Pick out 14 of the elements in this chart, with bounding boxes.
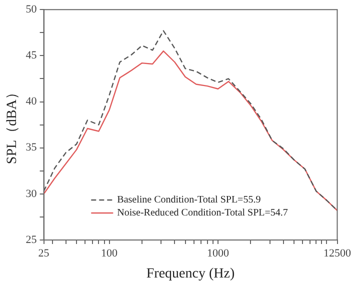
y-tick-label: 45 xyxy=(26,50,38,62)
y-axis-title: SPL（dBA） xyxy=(5,86,20,164)
y-tick-label: 35 xyxy=(26,142,38,154)
x-tick-label: 1000 xyxy=(206,247,230,260)
legend-label: Noise-Reduced Condition-Total SPL=54.7 xyxy=(117,208,288,219)
x-tick-label: 25 xyxy=(38,247,50,260)
x-axis-title: Frequency (Hz) xyxy=(146,266,235,282)
y-tick-label: 40 xyxy=(26,96,38,108)
y-tick-label: 50 xyxy=(26,3,38,16)
y-tick-label: 30 xyxy=(26,188,38,200)
y-tick-label: 25 xyxy=(26,234,38,246)
legend-label: Baseline Condition-Total SPL=55.9 xyxy=(117,194,261,206)
x-tick-label: 12500 xyxy=(324,247,352,260)
x-tick-label: 100 xyxy=(101,247,118,260)
